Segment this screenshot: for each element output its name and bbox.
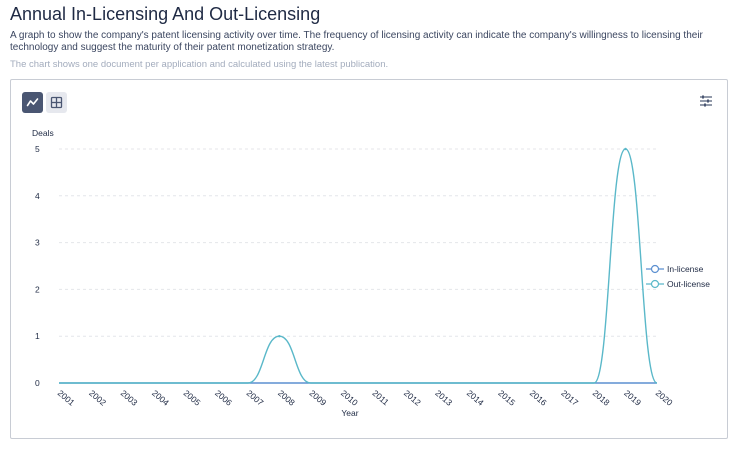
chart-note: The chart shows one document per applica… [10, 59, 388, 70]
x-tick-label: 2016 [528, 388, 549, 408]
y-axis-label: Deals [32, 128, 54, 138]
x-tick-label: 2007 [245, 388, 266, 408]
chart-panel: Deals 012345 200120022003200420052006200… [10, 79, 728, 439]
x-tick-label: 2015 [496, 388, 517, 408]
y-tick-labels: 0 1 2 3 4 5 [35, 144, 40, 388]
grid-lines [59, 149, 657, 383]
chart-description: A graph to show the company's patent lic… [10, 30, 725, 54]
y-tick-label: 5 [35, 144, 40, 154]
legend-item-out-license[interactable]: Out-license [646, 276, 710, 291]
page-title: Annual In-Licensing And Out-Licensing [10, 4, 320, 25]
data-point-out-license [278, 335, 280, 337]
legend-label-out-license: Out-license [667, 279, 710, 289]
x-tick-label: 2011 [370, 388, 391, 408]
legend-marker-out-license [646, 279, 664, 289]
x-tick-label: 2012 [402, 388, 423, 408]
x-tick-label: 2003 [119, 388, 140, 408]
x-tick-label: 2018 [591, 388, 612, 408]
y-tick-label: 1 [35, 331, 40, 341]
x-tick-label: 2002 [87, 388, 108, 408]
y-tick-label: 2 [35, 284, 40, 294]
x-axis-label: Year [341, 408, 358, 418]
x-tick-label: 2009 [308, 388, 329, 408]
chart-legend: In-license Out-license [646, 261, 710, 291]
x-tick-label: 2006 [213, 388, 234, 408]
x-tick-label: 2017 [559, 388, 580, 408]
x-tick-label: 2014 [465, 388, 486, 408]
line-chart: Deals 012345 200120022003200420052006200… [11, 80, 727, 438]
x-tick-label: 2019 [622, 388, 643, 408]
series-line-out-license [59, 149, 657, 383]
x-tick-label: 2005 [182, 388, 203, 408]
x-tick-label: 2008 [276, 388, 297, 408]
legend-marker-in-license [646, 264, 664, 274]
x-tick-label: 2001 [56, 388, 77, 408]
y-tick-label: 0 [35, 378, 40, 388]
x-tick-label: 2013 [433, 388, 454, 408]
x-tick-label: 2020 [654, 388, 675, 408]
series-lines [59, 148, 657, 383]
x-tick-label: 2004 [150, 388, 171, 408]
x-tick-labels: 2001 2002 2003 2004 2005 2006 2007 2008 2009 2010… [56, 388, 675, 408]
data-point-out-license [624, 148, 626, 150]
legend-label-in-license: In-license [667, 264, 703, 274]
y-tick-label: 3 [35, 238, 40, 248]
legend-item-in-license[interactable]: In-license [646, 261, 710, 276]
x-tick-label: 2010 [339, 388, 360, 408]
y-tick-label: 4 [35, 191, 40, 201]
